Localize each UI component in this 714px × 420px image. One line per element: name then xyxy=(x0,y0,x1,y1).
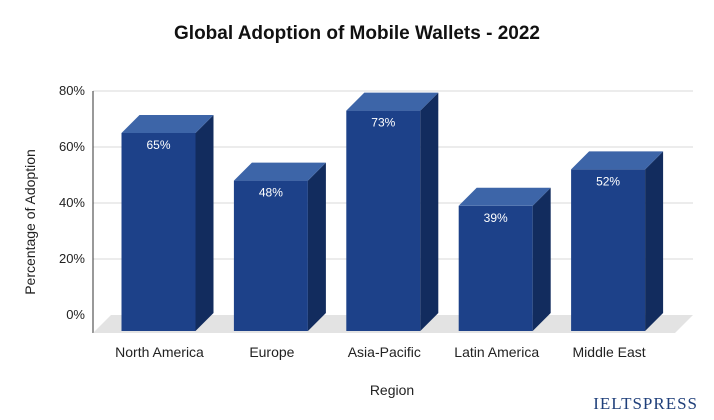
data-label: 48% xyxy=(259,186,283,200)
bars: 65% 48% 73% 39% 52% xyxy=(121,92,664,331)
data-label: 73% xyxy=(371,116,395,130)
y-tick-label: 60% xyxy=(59,139,85,154)
bar-side xyxy=(420,92,439,331)
bar-top xyxy=(233,162,326,181)
x-tick-label: Asia-Pacific xyxy=(348,344,421,360)
bar-top xyxy=(571,151,664,170)
bar-front xyxy=(233,180,308,331)
x-tick-label: Middle East xyxy=(573,344,646,360)
bar-side xyxy=(532,187,551,331)
bar-top xyxy=(121,115,214,133)
data-label: 52% xyxy=(596,174,620,188)
bar-top xyxy=(458,187,551,206)
data-label: 65% xyxy=(146,138,170,152)
bar: 52% xyxy=(571,151,664,331)
bar: 39% xyxy=(458,187,551,331)
chart-title: Global Adoption of Mobile Wallets - 2022 xyxy=(174,23,540,44)
bar-front xyxy=(346,110,421,331)
data-label: 39% xyxy=(484,211,508,225)
bar-front xyxy=(458,205,533,331)
y-tick-label: 80% xyxy=(59,83,85,98)
bar-side xyxy=(307,162,326,331)
bar: 48% xyxy=(233,162,326,331)
x-axis-labels: North America Europe Asia-Pacific Latin Ame… xyxy=(115,344,646,360)
bar-side xyxy=(645,151,664,331)
x-tick-label: Latin America xyxy=(454,344,539,360)
bar-front xyxy=(121,133,196,331)
y-tick-label: 0% xyxy=(66,307,85,322)
y-axis-title: Percentage of Adoption xyxy=(22,149,38,295)
bar-top xyxy=(346,92,439,111)
y-tick-label: 40% xyxy=(59,195,85,210)
bar: 73% xyxy=(346,92,439,331)
bar-front xyxy=(571,169,646,331)
watermark: IELTSPRESS xyxy=(593,394,698,413)
bar-side xyxy=(195,115,214,331)
y-tick-label: 20% xyxy=(59,251,85,266)
y-axis-ticks: 0% 20% 40% 60% 80% xyxy=(59,83,85,322)
x-axis-title: Region xyxy=(370,382,414,398)
x-tick-label: North America xyxy=(115,344,204,360)
bar: 65% xyxy=(121,115,214,331)
x-tick-label: Europe xyxy=(249,344,294,360)
